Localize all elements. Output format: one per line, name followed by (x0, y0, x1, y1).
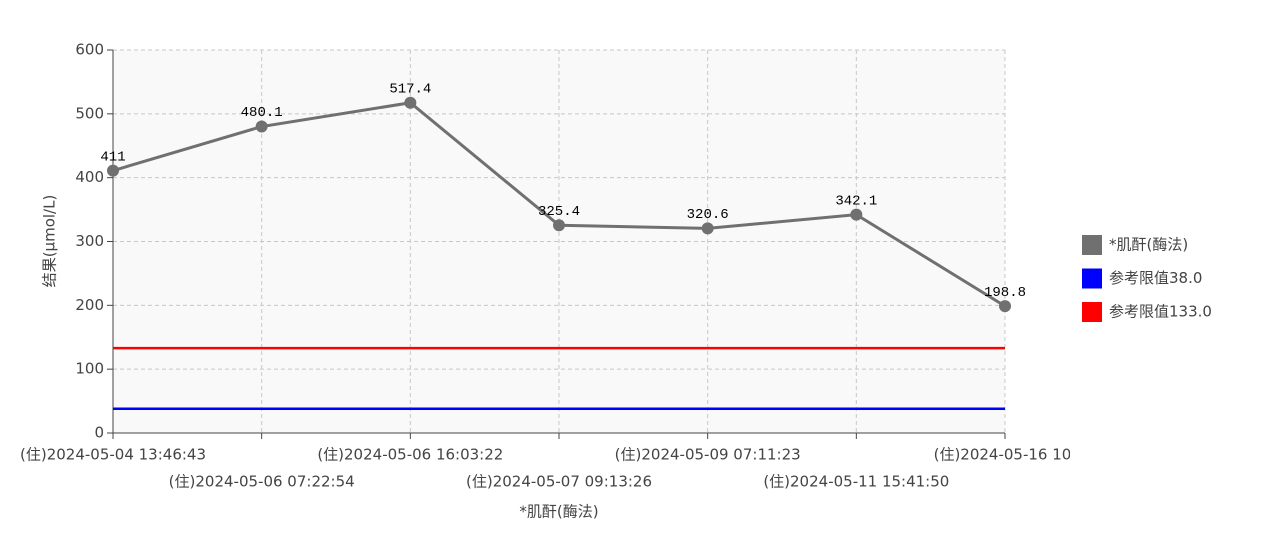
x-tick-label: (住)2024-05-04 13:46:43 (20, 446, 206, 464)
y-tick-label: 100 (75, 360, 104, 378)
data-point (850, 208, 863, 221)
data-label: 320.6 (687, 207, 729, 223)
data-label: 411 (100, 149, 125, 165)
y-tick-label: 500 (75, 104, 104, 122)
x-tick-label: (住)2024-05-09 07:11:23 (615, 446, 801, 464)
y-tick-label: 600 (75, 41, 104, 59)
data-point (404, 96, 417, 109)
data-label: 198.8 (984, 285, 1026, 301)
data-label: 517.4 (389, 81, 431, 97)
legend-label: *肌酐(酶法) (1109, 236, 1188, 254)
legend-label: 参考限值133.0 (1109, 303, 1212, 321)
data-label: 342.1 (835, 193, 877, 209)
data-point (255, 120, 268, 133)
x-tick-label: (住)2024-05-07 09:13:26 (466, 473, 652, 491)
x-axis-label: *肌酐(酶法) (519, 503, 598, 521)
data-point (107, 164, 119, 177)
data-point (701, 222, 714, 235)
data-label: 325.4 (538, 204, 580, 220)
legend-label: 参考限值38.0 (1109, 269, 1202, 287)
legend-swatch (1082, 268, 1102, 289)
data-point (553, 219, 565, 232)
y-axis-label: 结果(μmol/L) (41, 195, 59, 288)
y-tick-label: 0 (94, 424, 104, 442)
legend-swatch (1082, 235, 1102, 255)
x-tick-label: (住)2024-05-06 07:22:54 (169, 473, 355, 491)
data-label: 480.1 (241, 105, 283, 121)
x-tick-labels: (住)2024-05-04 13:46:43 (住)2024-05-06 07:2… (20, 446, 1077, 491)
y-tick-label: 200 (75, 296, 104, 314)
legend-swatch (1082, 302, 1102, 322)
data-point (999, 300, 1011, 313)
y-tick-label: 400 (75, 168, 104, 186)
x-tick-label: (住)2024-05-06 16:03:22 (317, 446, 503, 464)
x-tick-label: (住)2024-05-11 15:41:50 (763, 473, 949, 491)
y-tick-label: 300 (75, 232, 104, 250)
x-tick-label: (住)2024-05-16 10: (934, 446, 1077, 464)
